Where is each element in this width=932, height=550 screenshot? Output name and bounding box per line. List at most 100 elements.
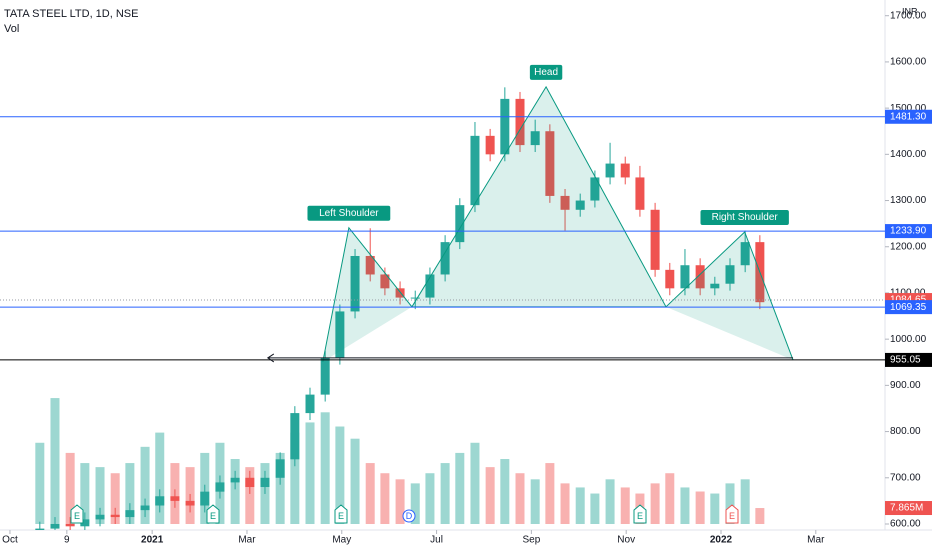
volume-bar — [140, 446, 150, 524]
x-tick-label: Jul — [430, 535, 443, 546]
candle-body — [380, 274, 390, 289]
volume-bar — [485, 467, 495, 524]
x-tick-label: Sep — [522, 535, 540, 546]
event-label: D — [406, 511, 413, 521]
volume-tag — [885, 501, 932, 516]
volume-bar — [245, 467, 255, 524]
volume-bar — [95, 467, 105, 524]
event-marker — [70, 504, 84, 524]
candle-body — [185, 500, 195, 506]
volume-bar — [365, 463, 375, 524]
y-tick-label: 1400.00 — [890, 149, 927, 160]
volume-bar — [65, 452, 75, 524]
volume-bar — [110, 473, 120, 524]
candle-body — [245, 477, 255, 488]
volume-bar — [155, 432, 165, 524]
candle-body — [110, 514, 120, 518]
volume-bar — [230, 459, 240, 524]
y-tick-label: 1700.00 — [890, 10, 927, 21]
candle-body — [575, 200, 585, 210]
volume-bar — [650, 483, 660, 524]
candle-body — [155, 496, 165, 506]
candle-body — [680, 265, 690, 289]
pattern-fill — [322, 227, 412, 362]
y-tick-label: 1200.00 — [890, 241, 927, 252]
x-tick-label: Oct — [2, 535, 18, 546]
candle-body — [200, 491, 210, 506]
volume-bar — [440, 463, 450, 524]
price-level-label: 1233.90 — [890, 226, 927, 237]
x-tick-label: 2022 — [710, 535, 733, 546]
candle-body — [665, 269, 675, 289]
candle-body — [590, 177, 600, 201]
event-marker — [402, 509, 416, 523]
volume-bar — [50, 398, 60, 524]
volume-bar — [545, 463, 555, 524]
volume-bar — [680, 487, 690, 524]
volume-bar — [80, 463, 90, 524]
candle-body — [320, 357, 330, 395]
price-level-label: 955.05 — [890, 355, 921, 366]
candle-body — [620, 163, 630, 178]
volume-bar — [380, 473, 390, 524]
volume-bar — [695, 491, 705, 524]
candle-body — [710, 283, 720, 289]
volume-bar — [290, 432, 300, 524]
event-marker — [725, 504, 739, 524]
candle-body — [440, 242, 450, 275]
x-tick-label: 9 — [64, 535, 70, 546]
volume-bar — [620, 487, 630, 524]
candle-body — [725, 265, 735, 284]
volume-bar — [335, 426, 345, 524]
pattern-label-box — [529, 64, 563, 80]
candle-body — [695, 265, 705, 289]
x-tick-label: Nov — [617, 535, 635, 546]
candle-body — [350, 255, 360, 312]
candle-body — [215, 482, 225, 492]
chart-title: TATA STEEL LTD, 1D, NSE — [4, 8, 138, 20]
event-marker — [633, 504, 647, 524]
candle-body — [305, 394, 315, 414]
candle-body — [455, 205, 465, 243]
event-label: E — [210, 511, 216, 521]
volume-bar — [725, 483, 735, 524]
arrow-head — [266, 353, 275, 363]
candle-body — [80, 519, 90, 527]
candle-body — [470, 135, 480, 206]
pattern-label-box — [307, 205, 391, 221]
candle-body — [230, 477, 240, 483]
y-tick-label: 700.00 — [890, 472, 921, 483]
candle-body — [50, 523, 60, 529]
candle-body — [365, 255, 375, 275]
volume-bar — [500, 459, 510, 524]
volume-bar — [665, 473, 675, 524]
candle-body — [530, 131, 540, 146]
axes: 600.00700.00800.00900.001000.001100.0012… — [2, 10, 932, 546]
y-tick-label: 1500.00 — [890, 103, 927, 114]
candle-body — [140, 505, 150, 511]
candle-body — [170, 496, 180, 501]
volume-bar — [425, 473, 435, 524]
volume-bar — [470, 442, 480, 524]
candle-body — [290, 413, 300, 460]
event-label: E — [637, 511, 643, 521]
volume-bar — [515, 473, 525, 524]
event-label: E — [338, 511, 344, 521]
event-label: E — [74, 511, 80, 521]
x-tick-label: 2021 — [141, 535, 164, 546]
volume-title: Vol — [4, 23, 19, 35]
candle-body — [335, 311, 345, 358]
event-marker — [206, 504, 220, 524]
volume-bar — [320, 412, 330, 524]
volume-bar — [740, 479, 750, 524]
volume-bar — [755, 508, 765, 524]
price-level-label: 1069.35 — [890, 302, 927, 313]
volume-bar — [305, 422, 315, 524]
volume-tag-label: 7.865M — [890, 503, 923, 514]
volume-bar — [35, 442, 45, 524]
pattern-line — [322, 85, 794, 362]
candle-body — [560, 195, 570, 210]
candle-body — [410, 297, 420, 299]
x-tick-label: May — [332, 535, 351, 546]
candle-body — [740, 242, 750, 266]
